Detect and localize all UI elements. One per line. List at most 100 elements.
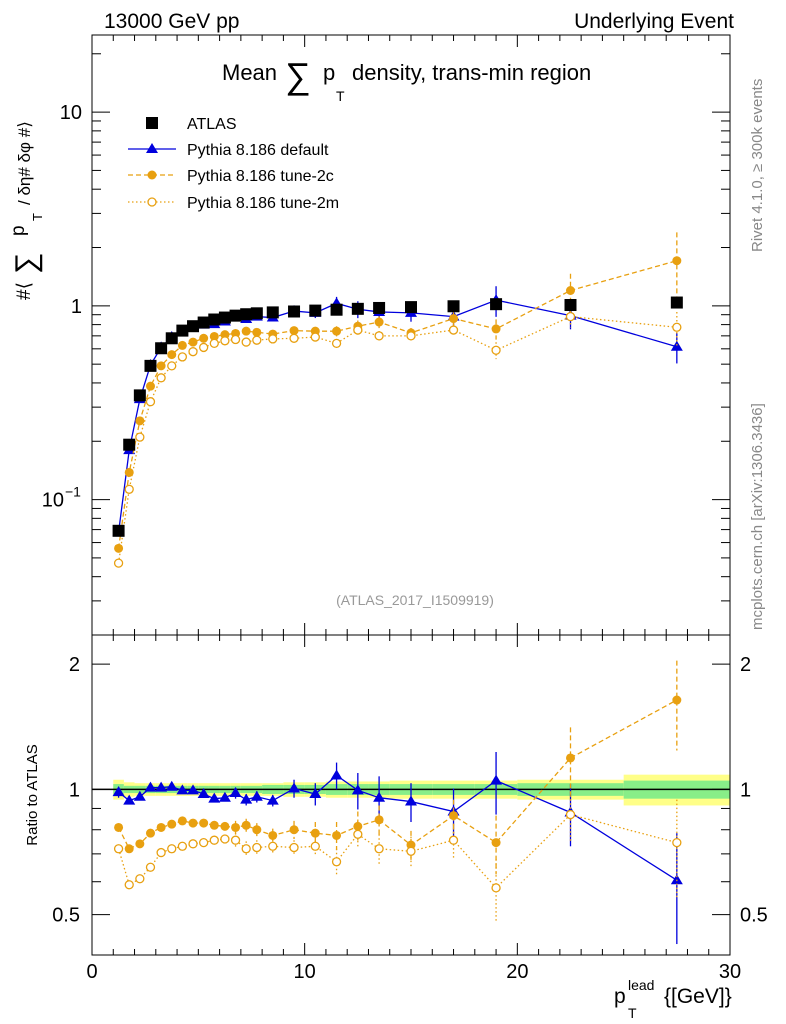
- ratio-point-default: [490, 774, 503, 785]
- title-p: p: [323, 60, 335, 85]
- ratio-point-tune2m: [448, 835, 459, 845]
- ratio-point-tune2c: [114, 822, 124, 832]
- legend: ATLAS Pythia 8.186 default Pythia 8.186 …: [128, 116, 339, 212]
- mcplots-label: mcplots.cern.ch [arXiv:1306.3436]: [749, 403, 766, 630]
- ratio-point-tune2c: [374, 815, 384, 825]
- x-label-sub: T: [628, 1005, 637, 1021]
- ratio-point-tune2m: [672, 837, 682, 848]
- ratio-point-tune2m: [220, 834, 230, 844]
- x-label-p: p: [614, 985, 626, 1008]
- ratio-point-tune2c: [252, 825, 262, 835]
- ratio-point-default: [330, 769, 343, 780]
- main-point-tune2m: [177, 352, 188, 362]
- ratio-point-default: [229, 787, 242, 798]
- ratio-point-default: [309, 787, 322, 798]
- title-sub: T: [336, 88, 345, 104]
- ratio-point-tune2m: [374, 844, 384, 854]
- ratio-point-tune2m: [406, 846, 416, 856]
- y-tick-label-ratio-right: 2: [740, 654, 751, 676]
- x-tick-labels: 0 10 20 30: [86, 961, 741, 983]
- ratio-point-tune2m: [135, 874, 145, 884]
- ratio-point-tune2c: [310, 828, 320, 838]
- ratio-point-default: [373, 791, 386, 802]
- ratio-point-tune2c: [672, 695, 682, 705]
- y-tick-label-main: 1: [71, 296, 82, 318]
- y-label-rest: / δη# δφ #⟩: [15, 121, 34, 205]
- main-point-atlas: [266, 306, 279, 319]
- main-point-tune2c: [672, 256, 682, 266]
- main-point-tune2m: [135, 432, 145, 442]
- main-point-tune2c: [188, 337, 198, 347]
- main-point-atlas: [176, 324, 189, 337]
- ratio-point-tune2c: [289, 825, 299, 835]
- ratio-point-tune2c: [188, 818, 198, 828]
- ratio-point-tune2m: [491, 883, 501, 893]
- main-point-tune2m: [167, 361, 177, 371]
- main-point-tune2m: [230, 334, 241, 345]
- main-point-tune2m: [268, 334, 278, 344]
- main-point-atlas: [229, 309, 242, 322]
- ratio-point-default: [208, 792, 221, 803]
- ratio-point-tune2c: [167, 819, 177, 829]
- main-point-tune2m: [491, 345, 501, 355]
- main-point-atlas: [564, 299, 577, 312]
- main-point-default: [670, 340, 683, 351]
- ratio-point-default: [288, 782, 301, 793]
- main-point-atlas: [123, 438, 136, 451]
- ratio-point-tune2c: [268, 830, 278, 840]
- ratio-point-default: [670, 874, 683, 885]
- main-point-tune2m: [310, 332, 320, 342]
- main-point-tune2c: [145, 381, 155, 391]
- ratio-point-tune2c: [209, 820, 219, 830]
- y-label-p: p: [8, 225, 29, 236]
- ratio-point-default: [133, 790, 146, 801]
- y-label-sub: T: [30, 213, 45, 221]
- header-left: 13000 GeV pp: [104, 10, 239, 33]
- y-tick-label-main: 10: [42, 490, 64, 512]
- ratio-point-default: [197, 787, 210, 798]
- y-tick-label-ratio-left: 2: [69, 654, 80, 676]
- x-tick-label: 0: [86, 961, 97, 983]
- legend-marker-tune2c: [147, 170, 157, 180]
- main-point-tune2m: [124, 484, 134, 494]
- y-tick-label-ratio-right: 1: [740, 779, 751, 801]
- legend-label-tune2c: Pythia 8.186 tune-2c: [187, 168, 334, 185]
- main-point-atlas: [133, 389, 146, 402]
- main-point-tune2c: [135, 416, 145, 426]
- ratio-point-default: [123, 794, 136, 805]
- main-point-tune2m: [289, 333, 299, 343]
- ratio-point-tune2c: [449, 811, 459, 821]
- ratio-point-tune2m: [113, 844, 124, 854]
- ratio-point-tune2m: [177, 841, 188, 851]
- main-point-tune2c: [124, 467, 134, 477]
- legend-label-tune2m: Pythia 8.186 tune-2m: [187, 195, 339, 212]
- ratio-point-tune2m: [565, 809, 576, 820]
- ratio-point-tune2c: [124, 844, 134, 854]
- ratio-point-tune2m: [268, 841, 278, 851]
- ratio-point-default: [250, 790, 263, 801]
- x-tick-label: 10: [294, 961, 316, 983]
- x-label-unit: {[GeV]}: [664, 985, 732, 1008]
- main-point-atlas: [250, 307, 263, 320]
- main-point-tune2m: [331, 338, 342, 349]
- main-point-tune2m: [672, 322, 682, 332]
- main-point-tune2c: [289, 326, 299, 336]
- ratio-point-tune2m: [289, 842, 299, 853]
- y-label-ratio: Ratio to ATLAS: [24, 744, 41, 845]
- y-label-hash: #⟨: [14, 282, 35, 300]
- main-point-atlas: [330, 303, 343, 316]
- ratio-point-default: [240, 793, 253, 804]
- ratio-marks: [92, 660, 730, 945]
- main-point-atlas: [288, 305, 301, 318]
- main-point-tune2c: [209, 331, 219, 341]
- main-point-tune2c: [177, 340, 187, 350]
- main-point-tune2c: [199, 333, 209, 343]
- main-line-tune2m: [117, 315, 677, 564]
- main-point-tune2c: [241, 326, 251, 336]
- main-point-tune2c: [374, 317, 384, 327]
- main-point-tune2m: [209, 338, 219, 349]
- main-point-tune2c: [252, 327, 262, 337]
- ratio-point-default: [165, 780, 178, 791]
- main-point-atlas: [373, 301, 386, 314]
